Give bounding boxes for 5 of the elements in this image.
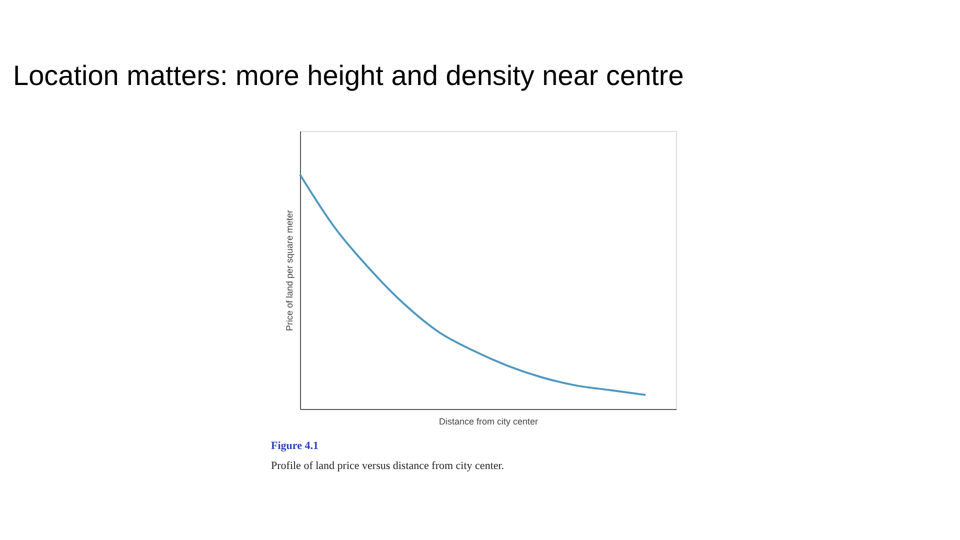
x-axis-title: Distance from city center xyxy=(438,416,538,426)
chart-title: Location matters: more height and density near centre xyxy=(13,60,684,91)
caption: Figure 4.1 xyxy=(271,440,318,452)
text: Profile of land price versus distance from city center. xyxy=(271,460,504,472)
y-axis-title: Price of land per square meter xyxy=(284,210,294,332)
